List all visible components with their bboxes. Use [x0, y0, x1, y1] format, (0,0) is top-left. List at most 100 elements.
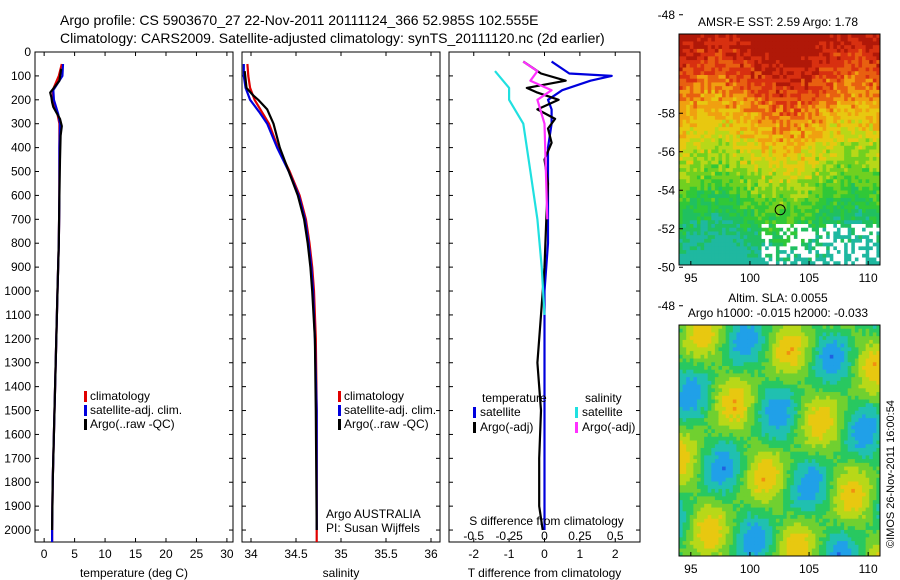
- map-cell: [732, 212, 737, 217]
- map-cell: [804, 216, 809, 221]
- map-cell: [811, 242, 816, 247]
- map-cell: [836, 197, 841, 203]
- map-cell: [704, 261, 709, 266]
- map-cell: [747, 138, 752, 143]
- map-cell: [844, 89, 849, 95]
- legend-swatch: [338, 419, 341, 430]
- map-cell: [718, 45, 723, 50]
- map-cell: [775, 115, 780, 121]
- map-cell: [783, 123, 788, 128]
- map-cell: [811, 149, 816, 154]
- map-cell: [704, 358, 709, 363]
- map-cell: [790, 197, 795, 203]
- map-cell: [689, 365, 694, 371]
- map-cell: [797, 362, 802, 367]
- map-cell: [704, 365, 709, 371]
- map-cell: [815, 127, 820, 132]
- map-cell: [829, 351, 834, 356]
- map-cell: [790, 238, 795, 244]
- map-cell: [707, 197, 712, 203]
- map-cell: [693, 246, 698, 251]
- map-cell: [722, 93, 727, 98]
- map-cell: [851, 97, 856, 102]
- map-cell: [740, 71, 745, 76]
- map-cell: [790, 56, 795, 61]
- map-cell: [872, 365, 877, 371]
- map-cell: [779, 369, 784, 374]
- map-cell: [761, 104, 766, 109]
- map-cell: [700, 209, 705, 214]
- map-cell: [826, 190, 831, 195]
- map-cell: [804, 388, 809, 393]
- map-cell: [686, 253, 691, 258]
- map-cell: [793, 343, 798, 348]
- map-cell: [801, 190, 806, 195]
- map-cell: [682, 153, 687, 158]
- map-cell: [818, 186, 823, 191]
- map-cell: [783, 101, 788, 106]
- map-cell: [808, 37, 813, 42]
- map-cell: [833, 175, 838, 180]
- map-cell: [808, 377, 813, 382]
- map-cell: [790, 171, 795, 176]
- map-cell: [722, 212, 727, 217]
- map-cell: [779, 190, 784, 195]
- map-cell: [818, 153, 823, 158]
- map-cell: [718, 336, 723, 341]
- map-cell: [714, 156, 719, 162]
- map-cell: [876, 395, 881, 400]
- map-cell: [693, 63, 698, 68]
- map-cell: [790, 119, 795, 124]
- map-cell: [779, 261, 784, 266]
- map-cell: [761, 339, 766, 345]
- map-cell: [808, 93, 813, 98]
- map-cell: [797, 67, 802, 72]
- map-cell: [865, 201, 870, 206]
- map-cell: [797, 354, 802, 359]
- map-cell: [757, 209, 762, 214]
- map-cell: [872, 138, 877, 143]
- map-cell: [761, 86, 766, 91]
- map-cell: [797, 209, 802, 214]
- map-cell: [693, 89, 698, 95]
- map-cell: [840, 156, 845, 162]
- map-cell: [704, 108, 709, 113]
- map-cell: [725, 197, 730, 203]
- map-cell: [700, 48, 705, 54]
- map-cell: [865, 235, 870, 240]
- map-cell: [711, 380, 716, 386]
- map-cell: [865, 67, 870, 72]
- map-cell: [736, 369, 741, 374]
- map-cell: [740, 220, 745, 225]
- map-cell: [829, 123, 834, 128]
- map-cell: [768, 168, 773, 173]
- map-cell: [750, 130, 755, 135]
- map-cell: [862, 41, 867, 46]
- map-cell: [693, 212, 698, 217]
- map-cell: [696, 365, 701, 371]
- map-cell: [797, 392, 802, 397]
- map-cell: [840, 56, 845, 61]
- map-cell: [725, 156, 730, 162]
- map-cell: [858, 362, 863, 367]
- map-cell: [876, 41, 881, 46]
- map-cell: [847, 48, 852, 54]
- map-cell: [829, 242, 834, 247]
- map-cell: [740, 246, 745, 251]
- map-cell: [700, 186, 705, 191]
- map-cell: [876, 97, 881, 102]
- map-cell: [761, 190, 766, 195]
- map-cell: [790, 339, 795, 345]
- map-cell: [707, 142, 712, 147]
- map-cell: [872, 250, 877, 255]
- map-cell: [808, 227, 813, 232]
- map-cell: [844, 153, 849, 158]
- map-cell: [765, 108, 770, 113]
- map-cell: [847, 82, 852, 87]
- map-cell: [772, 71, 777, 76]
- map-cell: [707, 224, 712, 229]
- map-cell: [872, 399, 877, 404]
- map-cell: [840, 373, 845, 378]
- map-cell: [740, 101, 745, 106]
- map-cell: [775, 373, 780, 378]
